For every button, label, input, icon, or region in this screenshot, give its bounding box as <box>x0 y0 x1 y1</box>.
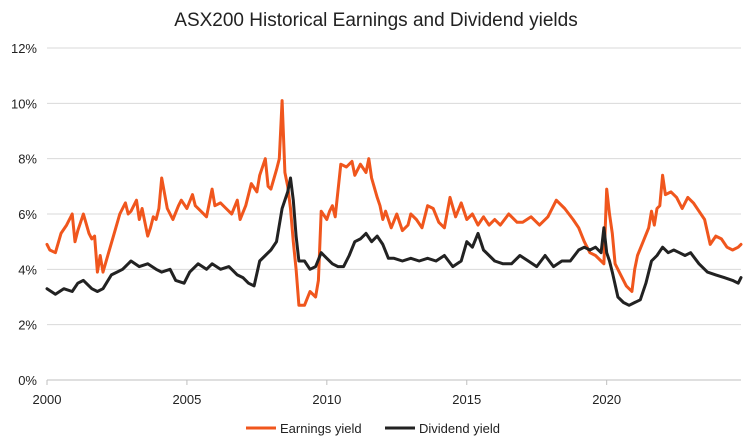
axes: 0% 2% 4% 6% 8% 10% 12% 2000 2005 2010 2015 2020 <box>11 41 741 407</box>
legend: Earnings yield Dividend yield <box>246 421 500 436</box>
legend-label-dividend: Dividend yield <box>419 421 500 436</box>
y-tick-label: 2% <box>18 318 37 333</box>
series-lines <box>45 99 743 307</box>
y-tick-label: 8% <box>18 152 37 167</box>
gridlines <box>47 47 741 326</box>
chart-title: ASX200 Historical Earnings and Dividend … <box>174 10 577 31</box>
earnings-yield-line <box>45 99 743 307</box>
y-tick-label: 0% <box>18 373 37 388</box>
y-tick-label: 4% <box>18 262 37 277</box>
y-tick-label: 10% <box>11 96 37 111</box>
x-tick-label: 2020 <box>592 392 621 407</box>
dividend-yield-line <box>45 176 743 307</box>
y-tick-label: 12% <box>11 41 37 56</box>
y-tick-label: 6% <box>18 207 37 222</box>
legend-label-earnings: Earnings yield <box>280 421 362 436</box>
x-tick-label: 2005 <box>172 392 201 407</box>
x-tick-label: 2015 <box>452 392 481 407</box>
x-tick-label: 2000 <box>33 392 62 407</box>
x-tick-label: 2010 <box>312 392 341 407</box>
